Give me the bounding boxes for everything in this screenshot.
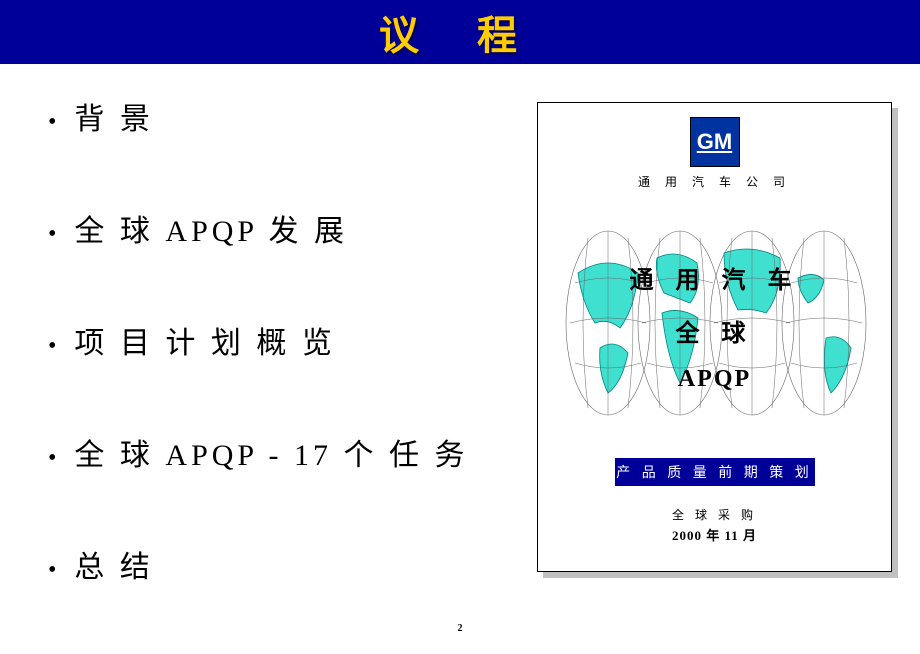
bullet-text: 总 结 [74,542,154,586]
logo-text: GM [697,129,732,155]
card-overlay-line2: 全 球 [560,313,870,348]
page-number: 2 [458,623,463,634]
bullet-text: 项 目 计 划 概 览 [74,318,336,362]
bullet-item: • 全 球 APQP - 17 个 任 务 [48,430,498,474]
main-content: • 背 景 • 全 球 APQP 发 展 • 项 目 计 划 概 览 • 全 球… [0,64,920,624]
card-banner: 产 品 质 量 前 期 策 划 [615,458,815,486]
card-sub-label: 全 球 采 购 [672,506,757,523]
bullet-item: • 项 目 计 划 概 览 [48,318,498,362]
bullet-dot: • [48,221,60,248]
gm-logo: GM [690,117,740,167]
bullet-dot: • [48,333,60,360]
title-bar: 议 程 [0,0,920,64]
bullet-item: • 背 景 [48,94,498,138]
bullet-dot: • [48,445,60,472]
bullet-text: 背 景 [74,94,154,138]
bullet-item: • 总 结 [48,542,498,586]
bullet-item: • 全 球 APQP 发 展 [48,206,498,250]
card-date: 2000 年 11 月 [672,525,757,544]
bullet-text: 全 球 APQP 发 展 [74,206,348,250]
card: GM 通 用 汽 车 公 司 [537,102,892,572]
company-label: 通 用 汽 车 公 司 [638,173,791,190]
bullet-dot: • [48,109,60,136]
globe-area: 通 用 汽 车 全 球 APQP [560,218,870,418]
card-overlay-line1: 通 用 汽 车 [560,260,870,295]
bullet-list: • 背 景 • 全 球 APQP 发 展 • 项 目 计 划 概 览 • 全 球… [48,94,498,654]
slide-title: 议 程 [379,3,541,61]
bullet-text: 全 球 APQP - 17 个 任 务 [74,430,468,474]
bullet-dot: • [48,557,60,584]
card-wrapper: GM 通 用 汽 车 公 司 [537,102,892,572]
card-overlay-line3: APQP [560,366,870,393]
